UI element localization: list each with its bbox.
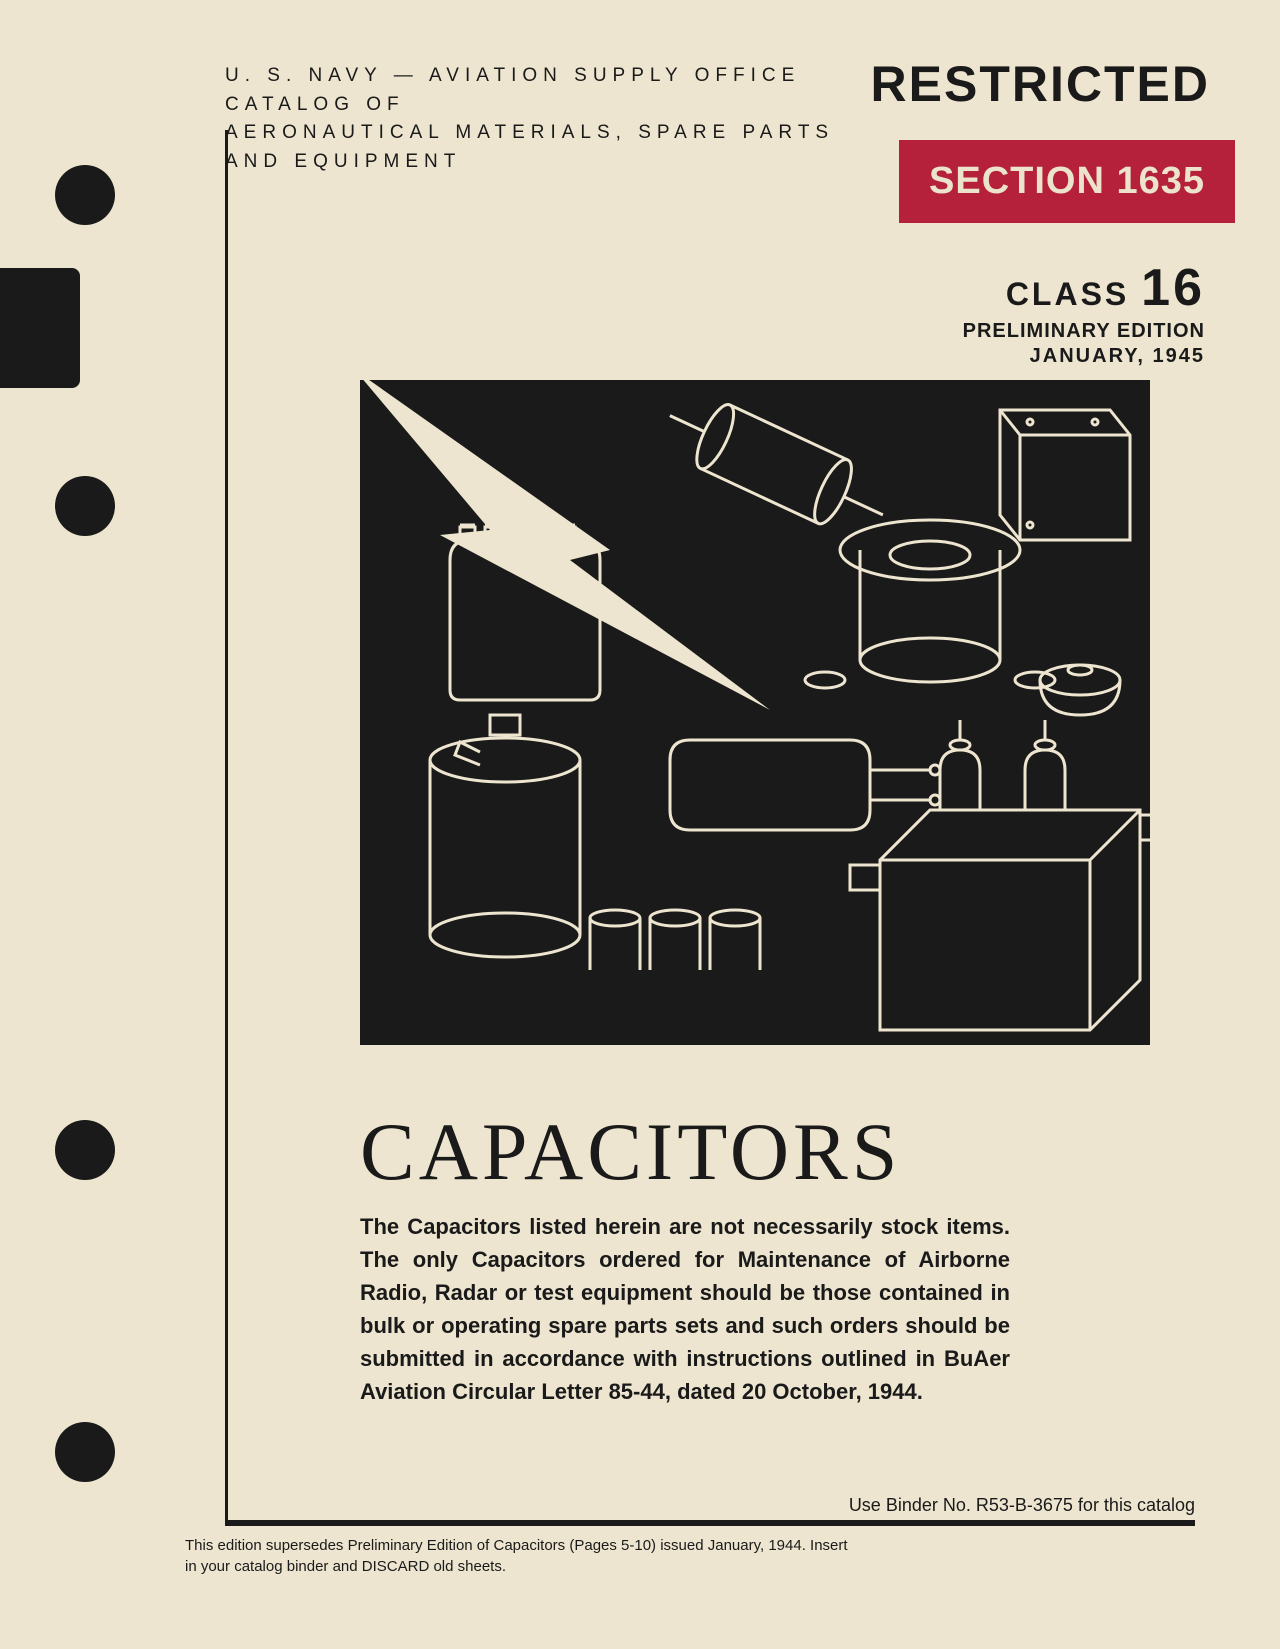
date-label: JANUARY, 1945 (963, 345, 1205, 368)
edition-label: PRELIMINARY EDITION (963, 320, 1205, 343)
binder-hole (55, 1120, 115, 1180)
binder-hole (55, 476, 115, 536)
binder-hole (55, 165, 115, 225)
binder-hole (55, 1422, 115, 1482)
class-line: CLASS 16 (963, 258, 1205, 318)
capacitor-svg (360, 380, 1150, 1045)
lightning-bolt-icon (360, 380, 770, 710)
header-text: U. S. NAVY — AVIATION SUPPLY OFFICE CATA… (225, 62, 890, 176)
header-line: U. S. NAVY — AVIATION SUPPLY OFFICE CATA… (225, 62, 890, 119)
capacitor-illustration (360, 380, 1150, 1045)
binder-note: Use Binder No. R53-B-3675 for this catal… (849, 1495, 1195, 1516)
classification-label: RESTRICTED (871, 55, 1210, 113)
bottom-rule (225, 1520, 1195, 1526)
class-number: 16 (1141, 259, 1205, 317)
section-badge: SECTION 1635 (899, 140, 1235, 223)
footer-text: This edition supersedes Preliminary Edit… (185, 1535, 855, 1577)
document-page: U. S. NAVY — AVIATION SUPPLY OFFICE CATA… (0, 0, 1280, 1649)
class-block: CLASS 16 PRELIMINARY EDITION JANUARY, 19… (963, 258, 1205, 368)
class-prefix: CLASS (1006, 276, 1129, 312)
vertical-rule (225, 130, 228, 1525)
body-paragraph: The Capacitors listed herein are not nec… (360, 1210, 1010, 1408)
header-line: AERONAUTICAL MATERIALS, SPARE PARTS AND … (225, 119, 890, 176)
binder-notch (0, 268, 80, 388)
main-title: CAPACITORS (360, 1105, 901, 1199)
